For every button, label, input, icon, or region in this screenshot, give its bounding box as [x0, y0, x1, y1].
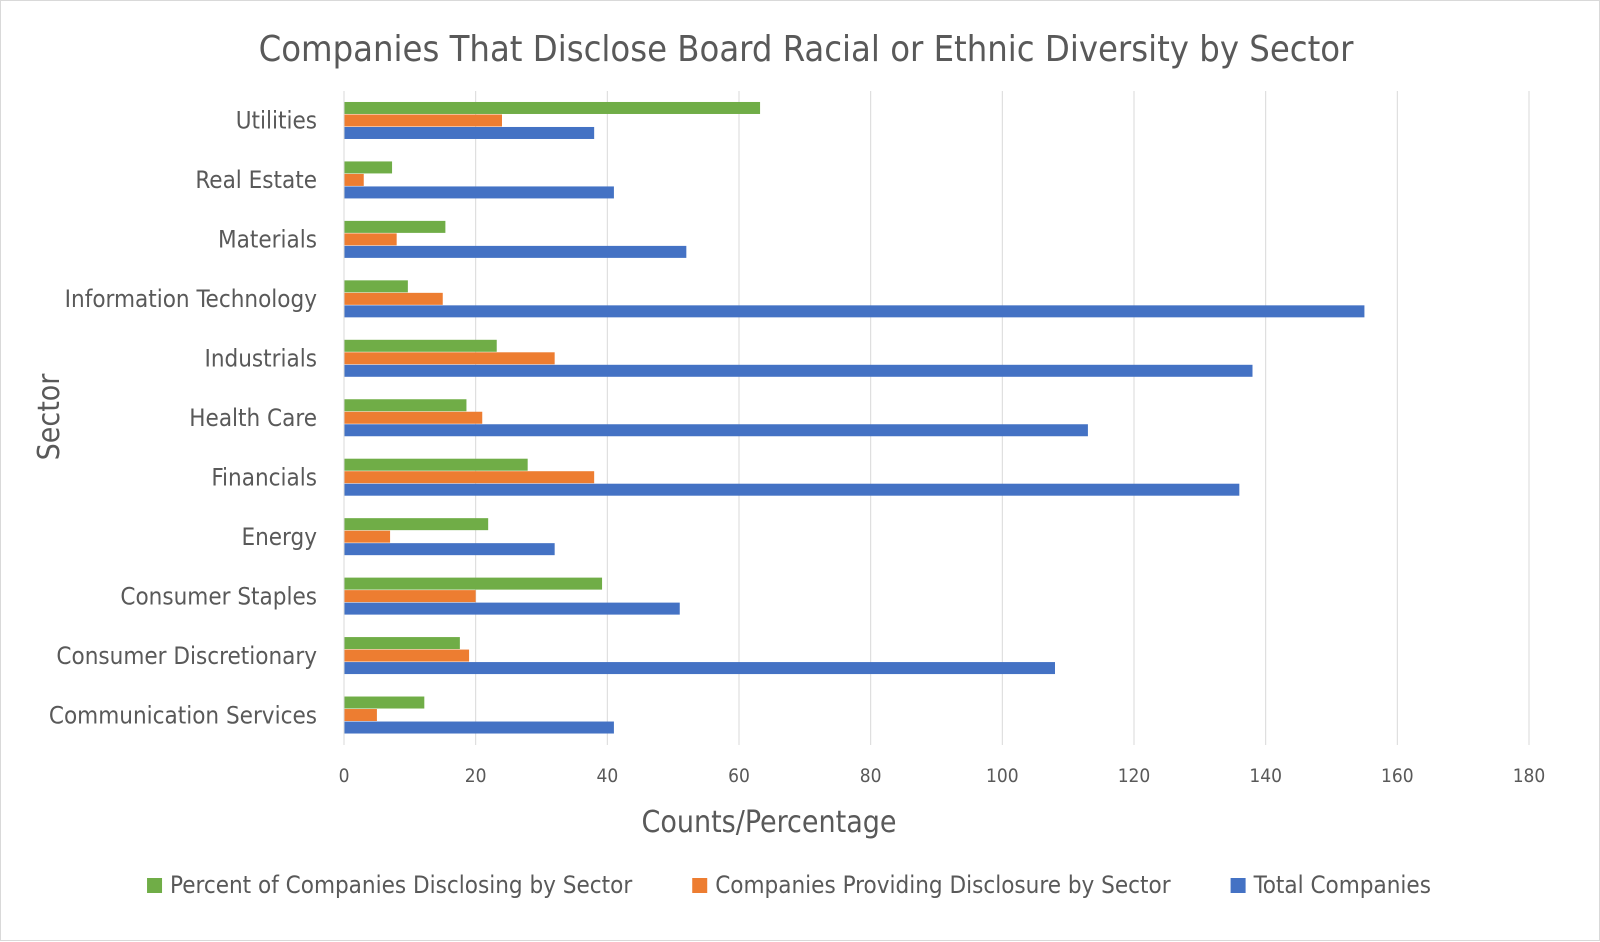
legend-swatch [692, 878, 708, 893]
category-label: Information Technology [65, 285, 318, 313]
category-label: Materials [218, 226, 317, 254]
x-tick-labels: 0 20 40 60 80 100 120 140 160 180 [339, 765, 1546, 787]
bar [344, 721, 614, 734]
bar [344, 233, 397, 246]
bar [344, 424, 1088, 437]
bar [344, 411, 483, 424]
chart-title: Companies That Disclose Board Racial or … [259, 29, 1354, 70]
x-axis-title: Counts/Percentage [642, 805, 897, 840]
category-label: Energy [241, 523, 317, 551]
bar [344, 399, 467, 412]
legend-label: Companies Providing Disclosure by Sector [715, 871, 1170, 899]
bar [344, 245, 687, 258]
x-tick-label: 80 [860, 765, 882, 787]
legend-label: Total Companies [1253, 871, 1431, 899]
bar [344, 530, 391, 543]
bar [344, 364, 1253, 377]
gridlines [475, 91, 1530, 745]
category-label: Real Estate [195, 166, 317, 194]
bar [344, 602, 680, 615]
category-label: Health Care [189, 404, 317, 432]
bar [344, 543, 555, 556]
bar [344, 649, 470, 662]
x-tick-label: 60 [728, 765, 750, 787]
bar [344, 292, 443, 305]
x-tick-label: 0 [339, 765, 350, 787]
bar [344, 483, 1240, 496]
legend-label: Percent of Companies Disclosing by Secto… [170, 871, 632, 899]
bar [344, 126, 595, 139]
legend-item: Companies Providing Disclosure by Sector [692, 871, 1171, 899]
bars [344, 101, 1365, 734]
bar [344, 458, 528, 471]
x-tick-label: 100 [986, 765, 1019, 787]
bar [344, 220, 446, 233]
category-labels: Utilities Real Estate Materials Information… [49, 107, 317, 730]
category-label: Consumer Staples [120, 582, 317, 610]
x-tick-label: 140 [1249, 765, 1282, 787]
bar [344, 709, 377, 722]
bar [344, 352, 555, 365]
legend: Percent of Companies Disclosing by Secto… [147, 871, 1431, 899]
category-label: Utilities [236, 107, 317, 135]
y-axis-title: Sector [32, 373, 67, 461]
bar [344, 339, 497, 352]
bar [344, 637, 460, 650]
bar [344, 305, 1365, 318]
legend-item: Total Companies [1230, 871, 1431, 899]
bar [344, 173, 364, 186]
bar [344, 186, 614, 199]
legend-swatch [147, 878, 163, 893]
x-tick-label: 40 [596, 765, 618, 787]
bar [344, 577, 603, 590]
bar [344, 590, 476, 603]
x-tick-label: 20 [465, 765, 487, 787]
bar [344, 101, 761, 114]
x-tick-label: 120 [1118, 765, 1151, 787]
category-label: Financials [211, 463, 317, 491]
bar [344, 662, 1055, 675]
category-label: Industrials [204, 345, 317, 373]
legend-swatch [1230, 878, 1246, 893]
x-tick-label: 180 [1513, 765, 1546, 787]
legend-item: Percent of Companies Disclosing by Secto… [147, 871, 632, 899]
bar [344, 696, 425, 709]
bar [344, 471, 595, 484]
category-label: Communication Services [49, 701, 317, 729]
bar [344, 161, 393, 174]
bar [344, 280, 408, 293]
bar [344, 114, 502, 127]
x-tick-label: 160 [1381, 765, 1414, 787]
bar [344, 518, 489, 531]
category-label: Consumer Discretionary [56, 642, 317, 670]
